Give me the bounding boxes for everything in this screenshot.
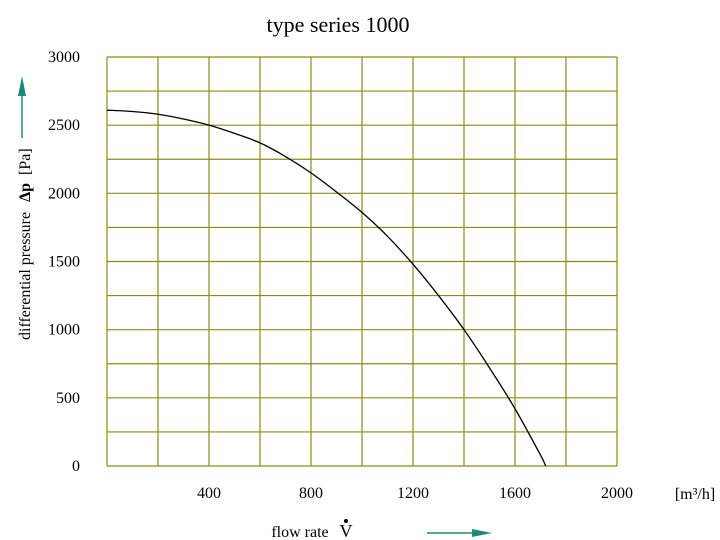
series-line: [106, 109, 547, 467]
x-tick-label: 1600: [499, 485, 531, 502]
y-tick-label: 500: [56, 390, 80, 407]
x-axis-symbol-dot: [344, 519, 348, 523]
chart-title: type series 1000: [267, 12, 410, 37]
x-tick-labels: 400 800 1200 1600 2000: [197, 485, 633, 502]
x-tick-label: 400: [197, 485, 221, 502]
x-tick-label: 2000: [601, 485, 633, 502]
y-axis-unit: [Pa]: [17, 148, 34, 175]
series-curve: [106, 109, 547, 467]
x-unit-label: [m³/h]: [675, 486, 715, 503]
y-axis-label-text: differential pressure: [17, 212, 34, 340]
x-tick-label: 1200: [397, 485, 429, 502]
y-axis-symbol: Δp: [17, 183, 34, 202]
y-tick-label: 3000: [48, 49, 80, 66]
x-tick-label: 800: [299, 485, 323, 502]
y-tick-label: 1500: [48, 254, 80, 271]
y-axis-label-group: differential pressure Δp [Pa]: [17, 148, 34, 340]
y-tick-labels: 0 500 1000 1500 2000 2500 3000: [48, 49, 80, 475]
grid: [106, 56, 618, 467]
y-tick-label: 0: [72, 458, 80, 475]
y-axis-label: differential pressure Δp [Pa]: [17, 148, 34, 340]
y-axis-arrow-icon: [18, 76, 26, 138]
x-axis-symbol: V: [340, 519, 353, 540]
x-axis-symbol-letter: V: [340, 521, 353, 540]
y-tick-label: 2000: [48, 185, 80, 202]
y-tick-label: 2500: [48, 117, 80, 134]
x-axis-arrow-icon: [427, 529, 492, 537]
x-axis-label: flow rate: [271, 524, 328, 540]
y-tick-label: 1000: [48, 322, 80, 339]
